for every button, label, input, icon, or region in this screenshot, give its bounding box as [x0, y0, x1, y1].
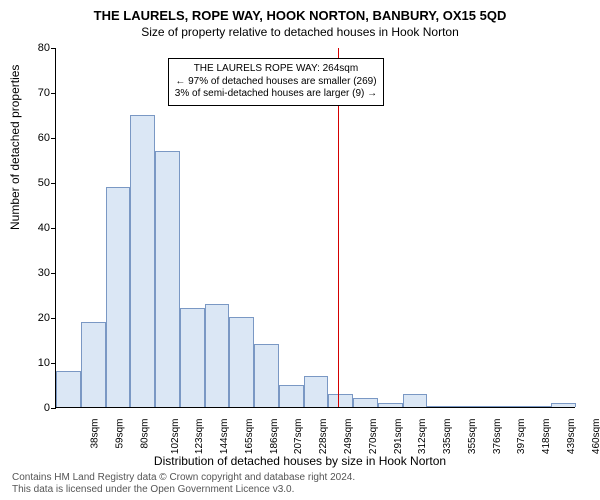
x-axis-label: Distribution of detached houses by size …: [0, 454, 600, 468]
annotation-line: ← 97% of detached houses are smaller (26…: [175, 76, 377, 89]
y-tick-mark: [51, 48, 56, 49]
y-tick-mark: [51, 228, 56, 229]
y-tick-mark: [51, 183, 56, 184]
footer-line1: Contains HM Land Registry data © Crown c…: [12, 472, 355, 484]
plot-area: 0102030405060708038sqm59sqm80sqm102sqm12…: [55, 48, 575, 408]
x-tick-label: 165sqm: [244, 419, 255, 455]
y-tick-label: 10: [26, 357, 50, 369]
x-tick-label: 418sqm: [541, 419, 552, 455]
x-tick-label: 207sqm: [294, 419, 305, 455]
footer-attribution: Contains HM Land Registry data © Crown c…: [12, 472, 355, 496]
x-tick-label: 249sqm: [343, 419, 354, 455]
histogram-bar: [403, 394, 428, 408]
x-tick-label: 270sqm: [368, 419, 379, 455]
chart-subtitle: Size of property relative to detached ho…: [0, 23, 600, 39]
histogram-bar: [155, 151, 180, 408]
y-tick-mark: [51, 408, 56, 409]
histogram-bar: [106, 187, 131, 408]
histogram-bar: [205, 304, 230, 408]
y-tick-mark: [51, 138, 56, 139]
histogram-bar: [81, 322, 106, 408]
y-tick-label: 20: [26, 312, 50, 324]
x-tick-label: 228sqm: [318, 419, 329, 455]
x-tick-label: 102sqm: [170, 419, 181, 455]
y-tick-mark: [51, 273, 56, 274]
histogram-bar: [427, 406, 452, 407]
y-tick-label: 80: [26, 42, 50, 54]
histogram-bar: [526, 406, 551, 407]
chart-title: THE LAURELS, ROPE WAY, HOOK NORTON, BANB…: [0, 0, 600, 23]
histogram-bar: [328, 394, 353, 408]
y-tick-label: 60: [26, 132, 50, 144]
x-tick-label: 59sqm: [115, 419, 126, 449]
y-tick-label: 50: [26, 177, 50, 189]
x-tick-label: 312sqm: [417, 419, 428, 455]
histogram-bar: [502, 406, 527, 407]
x-tick-label: 460sqm: [591, 419, 600, 455]
x-tick-label: 291sqm: [393, 419, 404, 455]
histogram-bar: [353, 398, 378, 407]
footer-line2: This data is licensed under the Open Gov…: [12, 484, 355, 496]
annotation-box: THE LAURELS ROPE WAY: 264sqm← 97% of det…: [168, 58, 384, 106]
histogram-bar: [130, 115, 155, 408]
histogram-bar: [279, 385, 304, 408]
y-tick-label: 0: [26, 402, 50, 414]
x-tick-label: 335sqm: [442, 419, 453, 455]
x-tick-label: 186sqm: [269, 419, 280, 455]
histogram-bar: [477, 406, 502, 407]
x-tick-label: 38sqm: [90, 419, 101, 449]
histogram-bar: [551, 403, 576, 408]
histogram-bar: [56, 371, 81, 407]
annotation-line: 3% of semi-detached houses are larger (9…: [175, 88, 377, 101]
histogram-bar: [378, 403, 403, 408]
x-tick-label: 355sqm: [467, 419, 478, 455]
x-tick-label: 439sqm: [566, 419, 577, 455]
y-tick-label: 30: [26, 267, 50, 279]
y-axis-label: Number of detached properties: [8, 65, 22, 230]
x-tick-label: 376sqm: [492, 419, 503, 455]
histogram-bar: [180, 308, 205, 407]
annotation-line: THE LAURELS ROPE WAY: 264sqm: [175, 63, 377, 76]
y-tick-mark: [51, 318, 56, 319]
x-tick-label: 144sqm: [219, 419, 230, 455]
x-tick-label: 397sqm: [516, 419, 527, 455]
plot-wrap: 0102030405060708038sqm59sqm80sqm102sqm12…: [55, 48, 575, 408]
histogram-bar: [229, 317, 254, 407]
y-tick-label: 70: [26, 87, 50, 99]
y-tick-mark: [51, 93, 56, 94]
histogram-bar: [304, 376, 329, 408]
x-tick-label: 123sqm: [195, 419, 206, 455]
x-tick-label: 80sqm: [139, 419, 150, 449]
histogram-bar: [452, 406, 477, 407]
y-tick-label: 40: [26, 222, 50, 234]
histogram-bar: [254, 344, 279, 407]
y-tick-mark: [51, 363, 56, 364]
